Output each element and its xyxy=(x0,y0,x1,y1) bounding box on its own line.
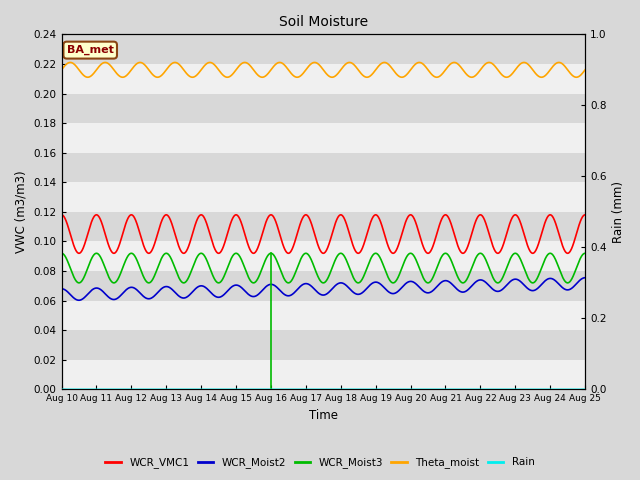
Bar xyxy=(61,360,585,389)
Bar xyxy=(61,94,585,123)
Bar xyxy=(61,212,585,241)
Bar xyxy=(61,182,585,212)
X-axis label: Time: Time xyxy=(309,409,338,422)
Y-axis label: VWC (m3/m3): VWC (m3/m3) xyxy=(15,170,28,253)
Bar xyxy=(61,271,585,300)
Title: Soil Moisture: Soil Moisture xyxy=(279,15,368,29)
Bar xyxy=(61,35,585,64)
Bar xyxy=(61,64,585,94)
Bar xyxy=(61,241,585,271)
Legend: WCR_VMC1, WCR_Moist2, WCR_Moist3, Theta_moist, Rain: WCR_VMC1, WCR_Moist2, WCR_Moist3, Theta_… xyxy=(101,453,539,472)
Bar xyxy=(61,153,585,182)
Bar xyxy=(61,123,585,153)
Text: BA_met: BA_met xyxy=(67,45,114,55)
Y-axis label: Rain (mm): Rain (mm) xyxy=(612,181,625,243)
Bar xyxy=(61,330,585,360)
Bar xyxy=(61,300,585,330)
